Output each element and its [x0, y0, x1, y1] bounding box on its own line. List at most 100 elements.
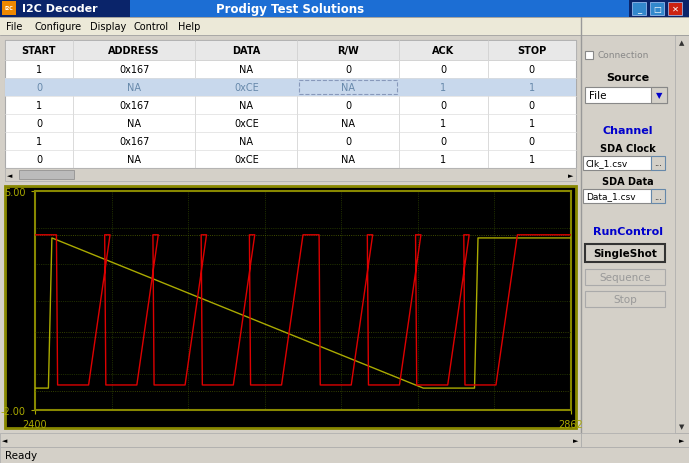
Text: Channel: Channel: [603, 126, 653, 136]
Text: NA: NA: [127, 155, 141, 165]
Bar: [585, 269, 665, 285]
Text: STOP: STOP: [517, 46, 546, 56]
Bar: [651, 156, 665, 171]
Text: 0: 0: [36, 155, 42, 165]
Bar: [19, 171, 74, 180]
Text: 0: 0: [36, 83, 42, 93]
Text: ►: ►: [573, 437, 579, 443]
Text: 1: 1: [36, 101, 42, 111]
Text: I2C Decoder: I2C Decoder: [22, 4, 98, 14]
Bar: [632, 3, 646, 16]
Text: 0: 0: [528, 137, 535, 147]
Bar: [583, 156, 651, 171]
Text: ▼: ▼: [656, 91, 662, 100]
Text: SDA Data: SDA Data: [602, 176, 654, 187]
Bar: [585, 52, 593, 60]
Bar: [585, 244, 665, 263]
Text: ...: ...: [654, 159, 662, 168]
Bar: [5, 79, 576, 97]
Text: DATA: DATA: [232, 46, 260, 56]
Text: _: _: [637, 5, 641, 14]
Text: Help: Help: [178, 22, 200, 32]
Bar: [0, 18, 689, 36]
Bar: [299, 81, 398, 95]
Text: 0x167: 0x167: [119, 65, 150, 75]
Text: 1: 1: [440, 155, 446, 165]
Bar: [651, 88, 667, 104]
Text: Connection: Connection: [597, 51, 648, 60]
Text: 0: 0: [528, 65, 535, 75]
Text: ADDRESS: ADDRESS: [108, 46, 160, 56]
Text: 1: 1: [440, 119, 446, 129]
Bar: [5, 169, 576, 181]
Text: Source: Source: [606, 73, 650, 83]
Text: ▼: ▼: [679, 423, 685, 429]
Text: ✕: ✕: [672, 5, 679, 14]
Bar: [668, 3, 682, 16]
Text: ▲: ▲: [679, 40, 685, 46]
Text: File: File: [6, 22, 22, 32]
Text: R/W: R/W: [338, 46, 359, 56]
Text: Ready: Ready: [5, 450, 37, 460]
Text: Configure: Configure: [35, 22, 82, 32]
Text: ACK: ACK: [432, 46, 455, 56]
Bar: [0, 36, 581, 433]
Text: 0: 0: [440, 101, 446, 111]
Bar: [0, 0, 130, 18]
Text: 0xCE: 0xCE: [234, 83, 258, 93]
Bar: [0, 0, 689, 18]
Text: Display: Display: [90, 22, 126, 32]
Text: NA: NA: [341, 119, 356, 129]
Text: ◄: ◄: [8, 173, 12, 179]
Text: 0: 0: [345, 101, 351, 111]
Text: NA: NA: [341, 155, 356, 165]
Text: Stop: Stop: [613, 294, 637, 304]
Text: □: □: [653, 5, 661, 14]
Text: 0: 0: [345, 137, 351, 147]
Text: 1: 1: [528, 119, 535, 129]
Text: SingleShot: SingleShot: [593, 249, 657, 258]
Bar: [581, 433, 689, 447]
Bar: [0, 447, 689, 463]
Bar: [5, 41, 576, 169]
Bar: [5, 41, 576, 61]
Bar: [585, 291, 665, 307]
Bar: [2, 2, 16, 16]
Text: 0: 0: [528, 101, 535, 111]
Text: SDA Clock: SDA Clock: [600, 144, 656, 154]
Text: 0xCE: 0xCE: [234, 155, 258, 165]
Bar: [650, 3, 664, 16]
Text: Clk_1.csv: Clk_1.csv: [586, 159, 628, 168]
Text: Data_1.csv: Data_1.csv: [586, 192, 636, 201]
Bar: [629, 0, 689, 18]
Text: START: START: [22, 46, 56, 56]
Text: 1: 1: [528, 155, 535, 165]
Text: NA: NA: [127, 119, 141, 129]
Text: NA: NA: [239, 101, 254, 111]
Bar: [130, 0, 629, 18]
Text: 0: 0: [440, 65, 446, 75]
Bar: [583, 189, 651, 204]
Text: ◄: ◄: [2, 437, 8, 443]
Text: 1: 1: [36, 137, 42, 147]
Text: ►: ►: [568, 173, 574, 179]
Text: NA: NA: [127, 83, 141, 93]
Text: Sequence: Sequence: [599, 272, 650, 282]
Bar: [651, 189, 665, 204]
Text: 1: 1: [36, 65, 42, 75]
Text: ►: ►: [679, 437, 685, 443]
Text: Prodigy Test Solutions: Prodigy Test Solutions: [216, 2, 364, 15]
Text: 1: 1: [440, 83, 446, 93]
Text: 1: 1: [528, 83, 535, 93]
Text: ...: ...: [654, 192, 662, 201]
Text: NA: NA: [239, 65, 254, 75]
Text: 0: 0: [345, 65, 351, 75]
Text: 0x167: 0x167: [119, 137, 150, 147]
Text: Control: Control: [134, 22, 169, 32]
Text: I2C: I2C: [5, 6, 13, 12]
Text: NA: NA: [239, 137, 254, 147]
Text: 0: 0: [440, 137, 446, 147]
Text: 0x167: 0x167: [119, 101, 150, 111]
Text: File: File: [589, 91, 606, 101]
Text: 0: 0: [36, 119, 42, 129]
